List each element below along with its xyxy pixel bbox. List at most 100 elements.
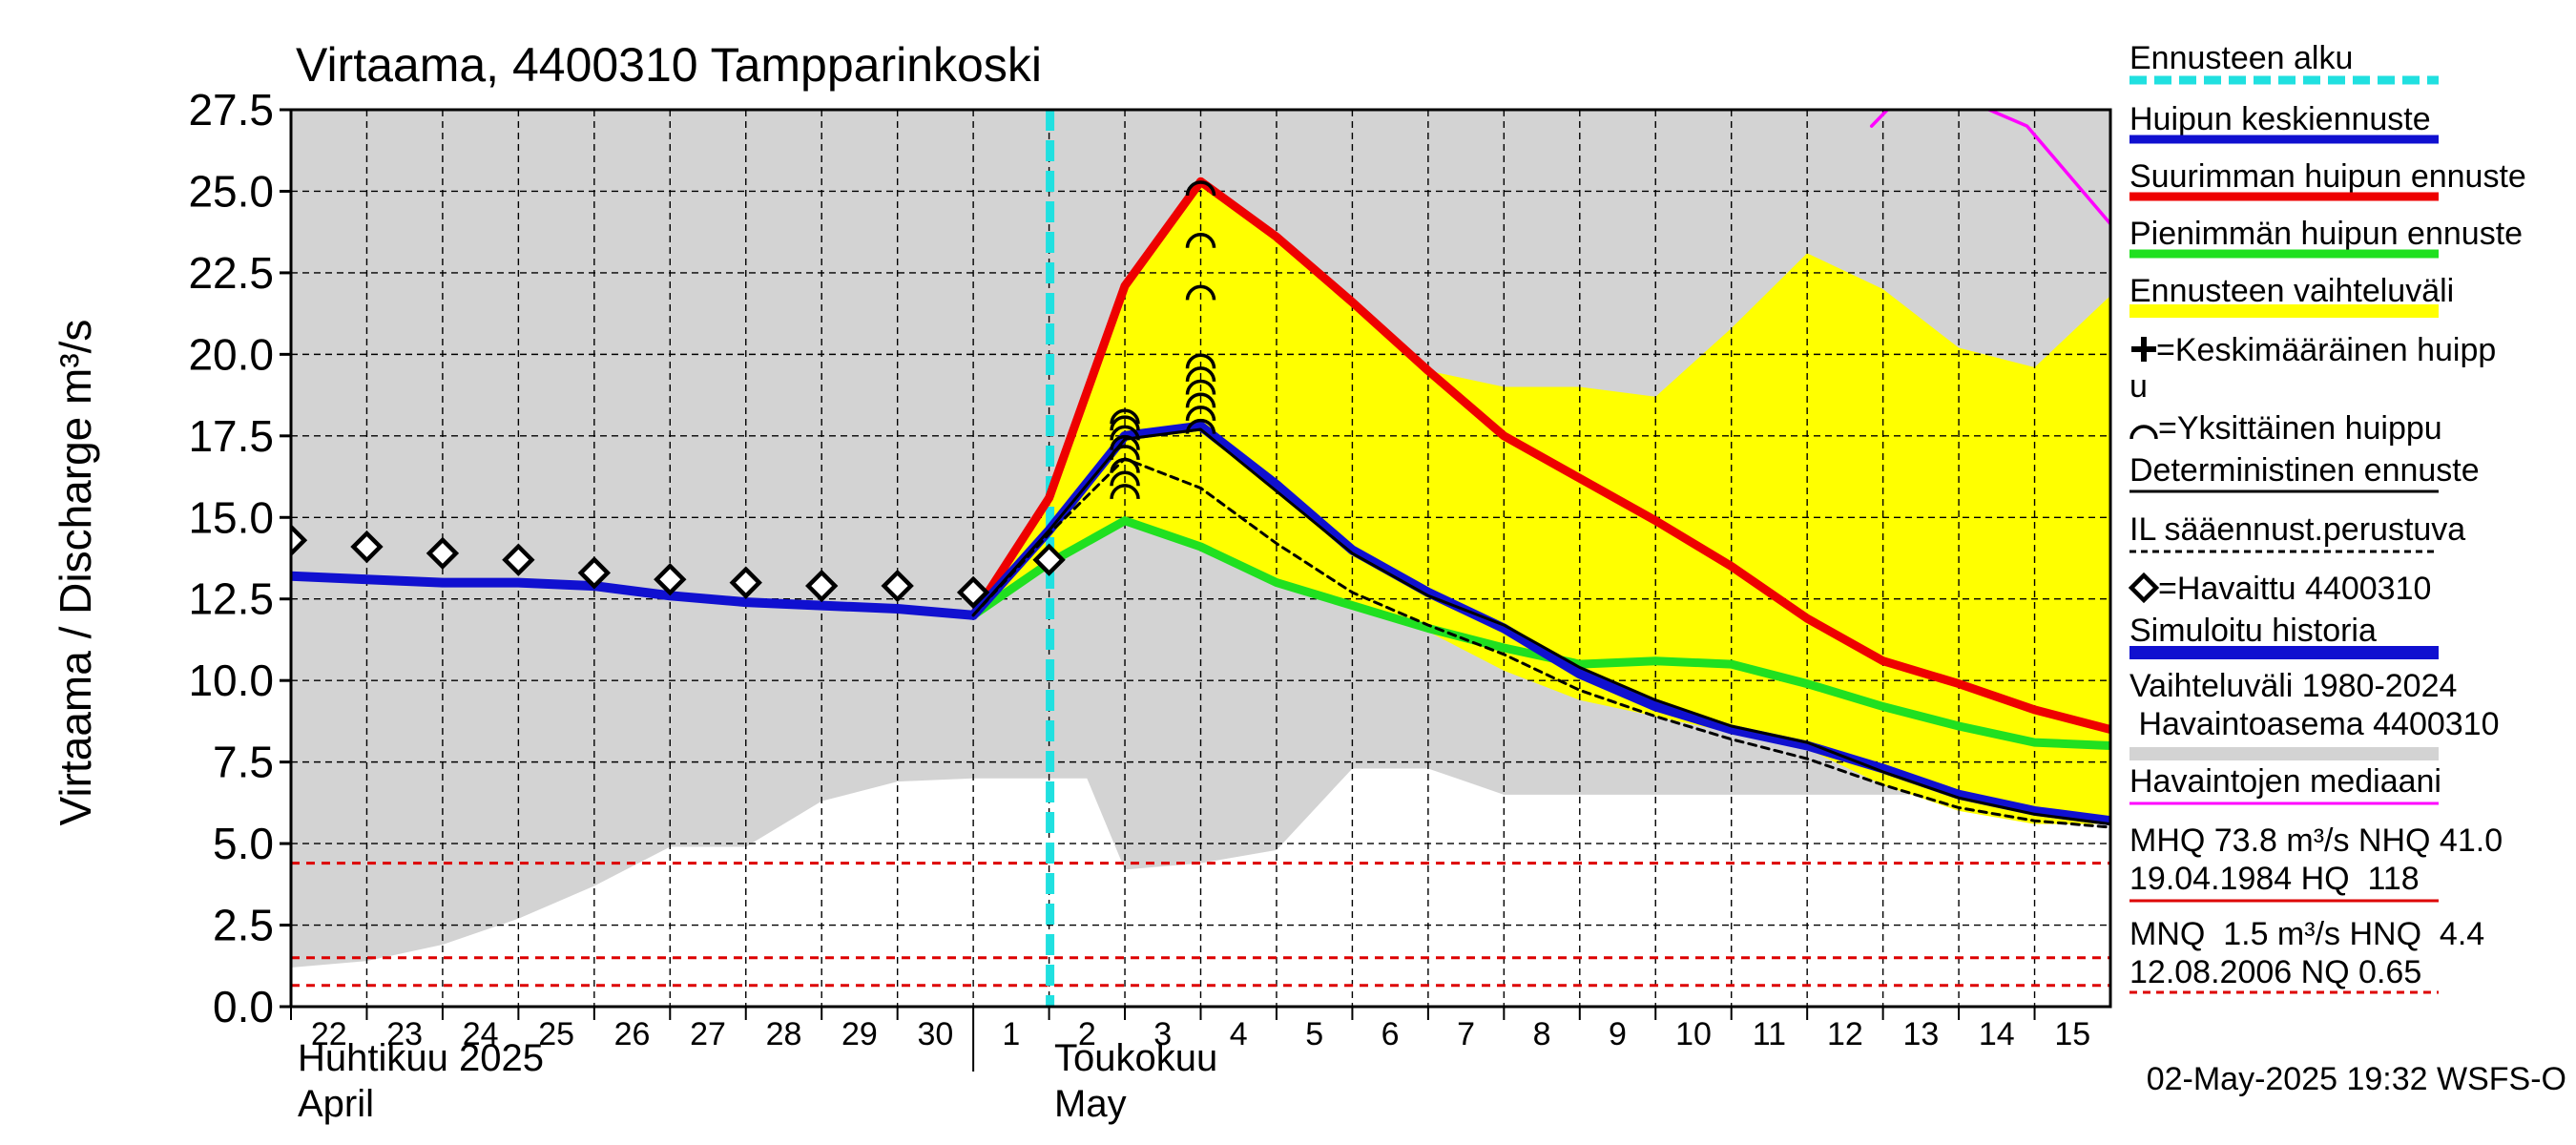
peak-marker xyxy=(1110,457,1140,473)
observed-marker xyxy=(956,575,990,610)
x-tick-label: 23 xyxy=(386,1016,423,1052)
legend-label: Pienimmän huipun ennuste xyxy=(2129,216,2523,252)
legend-label: Ennusteen alku xyxy=(2129,40,2353,76)
observed-marker xyxy=(729,566,762,599)
peak-marker xyxy=(1185,392,1216,408)
legend-label-line2: Havaintoasema 4400310 xyxy=(2129,706,2500,742)
legend-label-line2: 12.08.2006 NQ 0.65 xyxy=(2129,954,2421,990)
legend-label: MHQ 73.8 m³/s NHQ 41.0 xyxy=(2129,822,2503,859)
y-tick-label: 20.0 xyxy=(188,329,274,379)
markers xyxy=(291,180,1216,610)
peak-marker xyxy=(1110,470,1140,487)
y-tick-label: 0.0 xyxy=(213,982,274,1031)
series-line-havaintojen-mediaani xyxy=(1869,110,2110,226)
x-tick-label: 13 xyxy=(1902,1016,1939,1052)
peak-marker xyxy=(1185,233,1216,248)
x-tick-label: 9 xyxy=(1609,1016,1627,1052)
x-tick-label: 4 xyxy=(1230,1016,1248,1052)
y-tick-label: 15.0 xyxy=(188,492,274,542)
observed-marker xyxy=(350,530,384,564)
y-tick-label: 5.0 xyxy=(213,819,274,868)
legend-item: Pienimmän huipun ennuste xyxy=(2129,216,2523,259)
legend-label-line2: 19.04.1984 HQ 118 xyxy=(2129,861,2420,897)
peak-marker xyxy=(1110,408,1140,425)
x-tick-label: 28 xyxy=(766,1016,802,1052)
reference-lines xyxy=(291,862,2110,988)
peak-marker xyxy=(1185,353,1216,369)
y-tick-label: 27.5 xyxy=(188,85,274,135)
legend: Ennusteen alku Huipun keskiennuste Suurimm… xyxy=(2128,40,2526,994)
legend-item: Vaihteluväli 1980-2024 Havaintoasema 440… xyxy=(2129,668,2500,760)
legend-label: Ennusteen vaihteluväli xyxy=(2129,273,2454,309)
observed-marker xyxy=(881,569,914,603)
legend-label: Simuloitu historia xyxy=(2129,613,2377,649)
legend-item: Ennusteen alku xyxy=(2129,40,2439,85)
series-line-il-s-ennust-perustuva xyxy=(971,457,2110,829)
legend-label: MNQ 1.5 m³/s HNQ 4.4 xyxy=(2129,916,2484,952)
x-tick-label: 5 xyxy=(1305,1016,1323,1052)
x-tick-label: 30 xyxy=(917,1016,953,1052)
plus-icon xyxy=(2131,337,2156,362)
series-line-deterministinen-ennuste xyxy=(971,427,2110,826)
legend-label: Suurimman huipun ennuste xyxy=(2129,158,2526,195)
observed-marker xyxy=(654,563,687,596)
legend-label: IL sääennust.perustuva xyxy=(2129,511,2465,548)
x-tick-label: 15 xyxy=(2054,1016,2090,1052)
x-tick-label: 29 xyxy=(841,1016,878,1052)
observed-marker xyxy=(291,524,308,557)
peak-marker xyxy=(1110,415,1140,431)
legend-item: Deterministinen ennuste xyxy=(2129,452,2480,493)
peak-marker xyxy=(1185,180,1216,197)
chart-title: Virtaama, 4400310 Tampparinkoski xyxy=(296,38,1042,92)
y-tick-label: 25.0 xyxy=(188,166,274,216)
observed-marker xyxy=(1032,543,1066,576)
arc-icon xyxy=(2129,425,2158,440)
month-label-may-fi: Toukokuu xyxy=(1054,1037,1217,1079)
y-axis-label: Virtaama / Discharge m³/s xyxy=(51,320,100,826)
x-tick-label: 12 xyxy=(1827,1016,1863,1052)
legend-item: =Keskimääräinen huippu xyxy=(2129,332,2496,405)
y-axis-ticks: 0.0 2.5 5.0 7.5 10.0 12.5 15.0 17.5 20.0 22.5 25.0… xyxy=(188,85,291,1031)
legend-item: Simuloitu historia xyxy=(2129,613,2439,659)
observed-marker xyxy=(805,569,839,603)
x-axis-ticks: 22 23 24 25 26 27 28 29 30 1 2 3 4 5 6 7 8 9 10 11 12 13 14 15 xyxy=(290,1007,2090,1072)
legend-label: Havaintojen mediaani xyxy=(2129,763,2441,800)
x-tick-label: 1 xyxy=(1002,1016,1020,1052)
legend-label: Huipun keskiennuste xyxy=(2129,101,2431,137)
x-tick-label: 27 xyxy=(690,1016,726,1052)
x-tick-label: 26 xyxy=(614,1016,651,1052)
series-line-huipun-keskiennuste xyxy=(968,421,2110,826)
x-tick-label: 6 xyxy=(1381,1016,1400,1052)
observed-marker xyxy=(502,543,535,576)
legend-item: Ennusteen vaihteluväli xyxy=(2129,273,2454,318)
legend-label: Vaihteluväli 1980-2024 xyxy=(2129,668,2457,704)
legend-item: MHQ 73.8 m³/s NHQ 41.019.04.1984 HQ 118 xyxy=(2129,822,2503,903)
x-tick-label: 2 xyxy=(1078,1016,1096,1052)
legend-item: MNQ 1.5 m³/s HNQ 4.412.08.2006 NQ 0.65 xyxy=(2129,916,2484,994)
x-tick-label: 3 xyxy=(1153,1016,1172,1052)
x-tick-label: 25 xyxy=(538,1016,574,1052)
footer-timestamp: 02-May-2025 19:32 WSFS-O xyxy=(2147,1061,2566,1097)
forecast-range-band xyxy=(973,184,2110,824)
legend-item: =Yksittäinen huippu xyxy=(2129,410,2442,447)
x-tick-label: 10 xyxy=(1675,1016,1712,1052)
y-tick-label: 12.5 xyxy=(188,574,274,624)
legend-label: Deterministinen ennuste xyxy=(2129,452,2480,489)
peak-marker xyxy=(1185,284,1216,301)
peak-marker xyxy=(1110,484,1140,500)
y-tick-label: 7.5 xyxy=(213,738,274,787)
month-label-may-en: May xyxy=(1054,1083,1127,1125)
legend-item: Havaintojen mediaani xyxy=(2129,763,2441,805)
legend-label: =Yksittäinen huippu xyxy=(2158,410,2442,447)
peak-marker xyxy=(1110,434,1140,450)
month-label-april-en: April xyxy=(298,1083,374,1125)
x-tick-label: 14 xyxy=(1979,1016,2015,1052)
y-tick-label: 22.5 xyxy=(188,248,274,298)
series-line-suurimman-huipun-ennuste xyxy=(968,177,2110,734)
legend-label: =Keskimääräinen huipp xyxy=(2156,332,2496,368)
legend-label-line2: u xyxy=(2129,368,2148,405)
peak-marker xyxy=(1110,445,1140,461)
series-lines xyxy=(291,110,2110,829)
peak-marker xyxy=(1185,379,1216,395)
peak-marker xyxy=(1185,406,1216,422)
